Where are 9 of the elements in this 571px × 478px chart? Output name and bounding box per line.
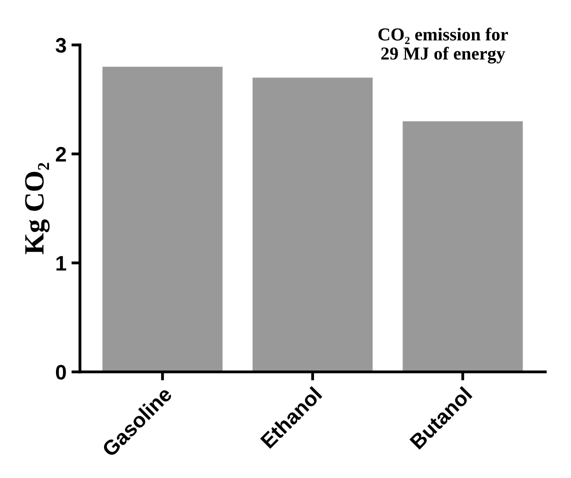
bar (102, 66, 223, 372)
y-tick-label: 1 (56, 256, 66, 270)
y-tick-label: 0 (56, 364, 66, 380)
y-tick-label: 2 (56, 146, 66, 162)
bar (252, 78, 373, 372)
bar (402, 121, 523, 372)
y-axis-title: Kg CO₂ (25, 162, 50, 254)
y-tick-label: 3 (56, 38, 66, 53)
chart-title: CO₂ emission for 29 MJ of energy (378, 28, 508, 64)
